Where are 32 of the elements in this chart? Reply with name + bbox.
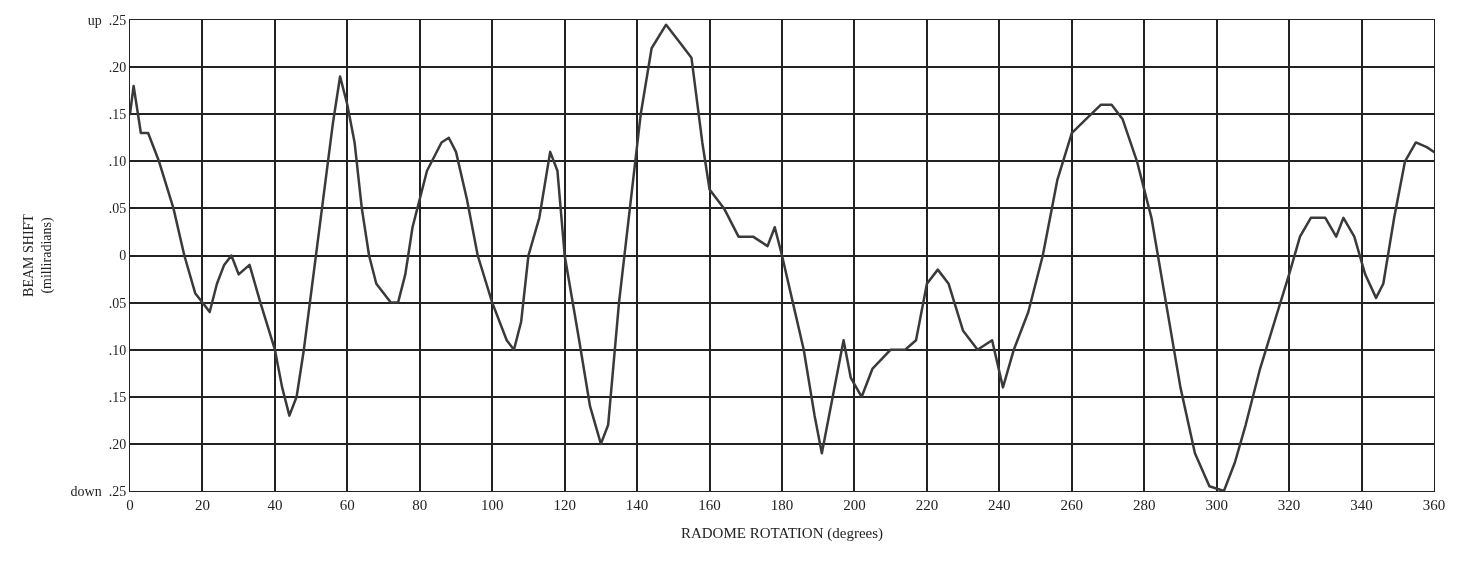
x-tick-label: 240 bbox=[988, 497, 1011, 513]
y-tick-label: .20 bbox=[108, 60, 127, 75]
y-tick-label: .15 bbox=[108, 389, 127, 405]
y-axis-title: BEAM SHIFT (milliradians) bbox=[20, 213, 56, 297]
x-tick-label: 20 bbox=[194, 497, 210, 513]
x-tick-label: 180 bbox=[770, 497, 794, 513]
x-tick-label: 200 bbox=[843, 497, 866, 513]
x-tick-label: 140 bbox=[625, 497, 649, 513]
y-tick-label: .10 bbox=[108, 154, 127, 170]
x-tick-label: 220 bbox=[915, 497, 939, 513]
y-tick-label: .20 bbox=[108, 436, 127, 452]
x-tick-label: 320 bbox=[1277, 497, 1301, 513]
x-tick-label: 260 bbox=[1060, 497, 1084, 513]
x-tick-label: 100 bbox=[480, 497, 504, 513]
y-tick-label: .15 bbox=[108, 107, 127, 123]
x-tick-label: 40 bbox=[267, 497, 283, 513]
line-series bbox=[130, 23, 1434, 491]
x-tick-label: 340 bbox=[1350, 497, 1373, 513]
x-tick-label: 120 bbox=[553, 497, 576, 513]
y-tick-label: up .25 bbox=[87, 12, 127, 28]
x-tick-label: 80 bbox=[412, 497, 428, 513]
y-tick-label: .05 bbox=[108, 201, 127, 217]
x-axis-title: RADOME ROTATION (degrees) bbox=[680, 525, 884, 542]
y-tick-label: .10 bbox=[108, 342, 127, 358]
x-tick-label: 300 bbox=[1205, 497, 1228, 513]
x-tick-label: 360 bbox=[1422, 497, 1446, 513]
y-tick-label: 0 bbox=[119, 248, 127, 264]
x-tick-label: 60 bbox=[339, 497, 355, 513]
y-tick-label: down .25 bbox=[70, 483, 127, 499]
x-tick-label: 160 bbox=[698, 497, 721, 513]
y-tick-label: .05 bbox=[108, 295, 127, 311]
x-tick-label: 280 bbox=[1132, 497, 1156, 513]
